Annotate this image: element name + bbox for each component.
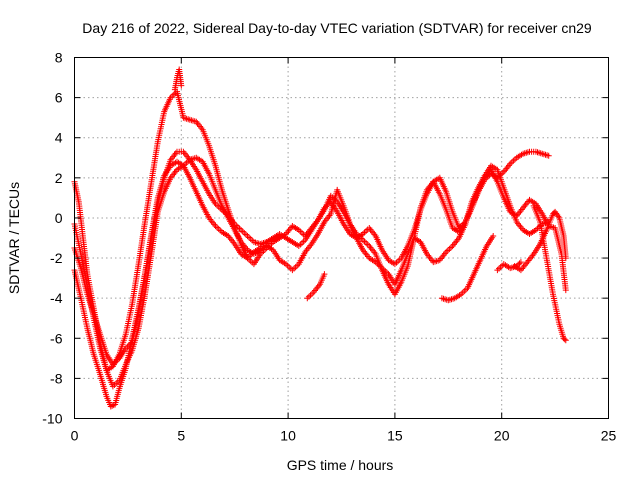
series-track-4 xyxy=(71,158,270,368)
data-point xyxy=(513,263,520,270)
data-point xyxy=(562,287,569,294)
axis-ticks xyxy=(74,57,609,419)
data-point xyxy=(263,239,270,245)
data-point xyxy=(517,259,524,266)
series-track-5 xyxy=(511,208,569,274)
data-point xyxy=(515,261,522,268)
data-point xyxy=(490,233,497,239)
plot-frame xyxy=(74,57,609,419)
y-tick-label: -2 xyxy=(50,250,63,266)
y-tick-label: -4 xyxy=(50,290,63,306)
y-tick-label: 6 xyxy=(55,90,63,106)
data-point xyxy=(561,336,568,343)
data-point xyxy=(562,337,569,344)
data-point xyxy=(321,271,328,278)
x-tick-label: 25 xyxy=(601,428,617,444)
chart-title: Day 216 of 2022, Sidereal Day-to-day VTE… xyxy=(82,20,592,36)
x-tick-label: 15 xyxy=(387,428,403,444)
data-point xyxy=(562,255,569,262)
x-axis-label: GPS time / hours xyxy=(287,457,394,473)
y-tick-label: -6 xyxy=(50,330,63,346)
series-track-9 xyxy=(438,233,497,304)
y-tick-label: 2 xyxy=(55,170,63,186)
tick-labels: 0 5 10 15 20 25 -10 -8 -6 -4 -2 0 2 4 6 8 xyxy=(42,50,616,444)
data-point xyxy=(107,403,114,410)
y-tick-label: 8 xyxy=(55,50,63,66)
x-tick-label: 20 xyxy=(494,428,510,444)
data-point xyxy=(516,260,523,267)
data-points xyxy=(71,66,569,410)
x-tick-label: 10 xyxy=(280,428,296,444)
x-tick-label: 5 xyxy=(177,428,185,444)
x-tick-label: 0 xyxy=(71,428,79,444)
series-track-6 xyxy=(530,202,569,344)
y-axis-label: SDTVAR / TECUs xyxy=(6,182,22,294)
y-tick-label: 4 xyxy=(55,130,63,146)
y-tick-label: -10 xyxy=(42,411,62,427)
y-tick-label: -8 xyxy=(50,370,63,386)
data-point xyxy=(178,82,185,89)
series-track-10 xyxy=(494,259,524,274)
data-point xyxy=(545,152,552,159)
y-tick-label: 0 xyxy=(55,210,63,226)
series-track-8 xyxy=(304,271,328,302)
series-track-7 xyxy=(171,66,185,93)
series-track-3 xyxy=(71,88,552,374)
